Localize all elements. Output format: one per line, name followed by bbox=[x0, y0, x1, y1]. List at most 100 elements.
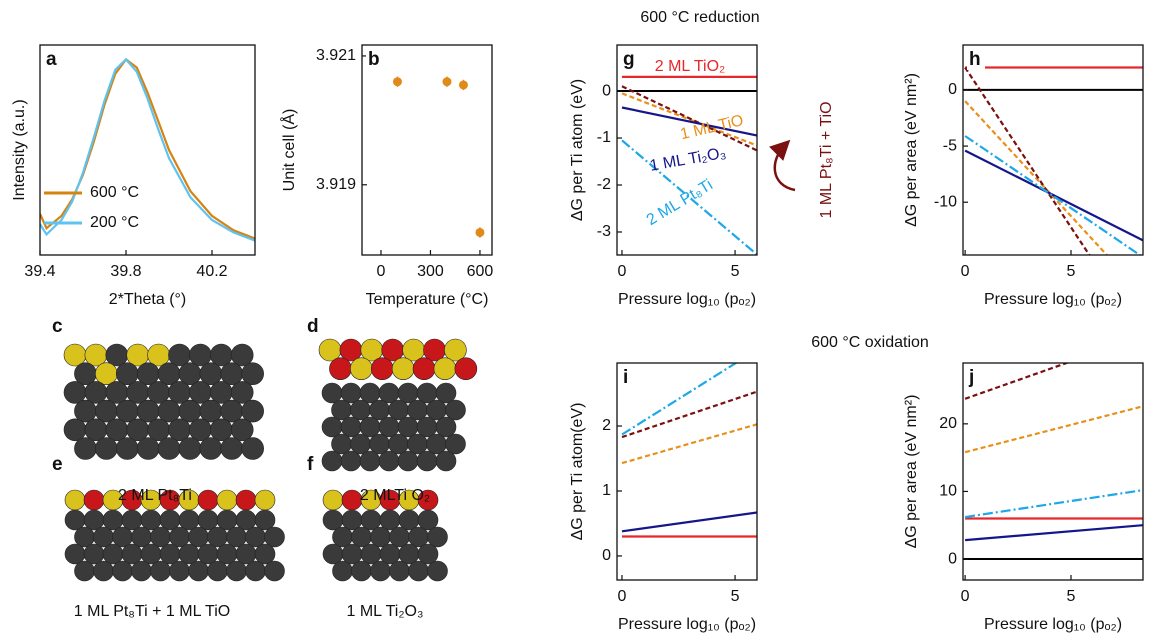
atom bbox=[112, 526, 133, 548]
atom bbox=[189, 343, 212, 367]
atom bbox=[197, 509, 219, 531]
atom bbox=[102, 543, 124, 565]
atom bbox=[322, 509, 344, 531]
x-axis-label: Temperature (°C) bbox=[366, 291, 489, 308]
atom bbox=[407, 433, 428, 455]
atom bbox=[331, 433, 352, 455]
atom bbox=[433, 357, 457, 381]
atom bbox=[169, 526, 190, 548]
atom bbox=[389, 560, 410, 582]
atom bbox=[74, 399, 97, 423]
axes-frame bbox=[962, 44, 1144, 256]
atom bbox=[189, 381, 212, 404]
atom bbox=[136, 399, 160, 423]
annotation-arrow bbox=[769, 139, 796, 192]
atom bbox=[207, 560, 228, 582]
row-title: 600 °C reduction bbox=[640, 9, 759, 26]
atom bbox=[147, 381, 170, 404]
atom bbox=[140, 509, 162, 531]
panel-letter-bg bbox=[967, 366, 985, 388]
atom bbox=[332, 560, 353, 582]
atom bbox=[427, 526, 448, 548]
atom bbox=[388, 433, 409, 455]
series-line bbox=[964, 405, 1143, 454]
atom bbox=[388, 399, 409, 421]
atom bbox=[63, 381, 87, 404]
atom bbox=[150, 526, 171, 548]
axes-frame bbox=[361, 44, 493, 256]
point bbox=[458, 80, 468, 90]
model-caption: 2 ML Pt₈Ti bbox=[118, 487, 192, 504]
y-tick-label: -10 bbox=[934, 193, 957, 210]
y-axis-label: ΔG per Ti atom (eV) bbox=[569, 79, 586, 221]
axes-frame bbox=[39, 44, 256, 256]
atom bbox=[64, 543, 86, 565]
atom bbox=[423, 338, 446, 362]
atom bbox=[178, 437, 202, 460]
panel-letter: f bbox=[307, 454, 314, 475]
series-line bbox=[621, 363, 738, 436]
atom bbox=[370, 526, 391, 548]
atom bbox=[350, 399, 371, 421]
atom bbox=[398, 543, 420, 565]
atom bbox=[340, 450, 362, 472]
atom bbox=[426, 433, 447, 455]
atom bbox=[402, 338, 425, 362]
atom bbox=[159, 509, 181, 531]
atom bbox=[331, 399, 352, 421]
y-tick-label: -3 bbox=[597, 223, 611, 240]
panel-letter: b bbox=[368, 49, 380, 70]
atom bbox=[340, 416, 362, 438]
atom bbox=[136, 437, 160, 460]
plot-area bbox=[617, 75, 757, 255]
atom bbox=[226, 526, 247, 548]
atom bbox=[112, 560, 133, 582]
series-annotation: 2 ML TiO₂ bbox=[655, 58, 726, 75]
panel-letter: d bbox=[307, 316, 319, 337]
atom bbox=[379, 509, 401, 531]
y-tick-label: 0 bbox=[602, 547, 611, 564]
y-tick-label: -2 bbox=[597, 176, 611, 193]
atom bbox=[131, 526, 152, 548]
point bbox=[392, 77, 402, 87]
atom bbox=[216, 543, 238, 565]
atom bbox=[254, 543, 276, 565]
atom bbox=[121, 509, 143, 531]
atom bbox=[207, 526, 228, 548]
axes-frame bbox=[962, 362, 1144, 581]
y-tick-label: 0 bbox=[602, 82, 611, 99]
y-axis-label: Unit cell (Å) bbox=[279, 109, 298, 192]
y-tick-label: 2 bbox=[602, 417, 611, 434]
atom bbox=[199, 362, 223, 386]
atom bbox=[63, 418, 87, 442]
atom bbox=[389, 526, 410, 548]
axes-frame bbox=[616, 362, 758, 581]
atom bbox=[140, 543, 162, 565]
atom bbox=[74, 560, 95, 582]
atom bbox=[199, 437, 223, 460]
x-tick-label: 600 bbox=[467, 263, 494, 280]
panel-letter-bg bbox=[967, 48, 985, 70]
series-line bbox=[964, 149, 1143, 242]
atom bbox=[378, 450, 400, 472]
atom bbox=[210, 418, 233, 442]
atom bbox=[245, 526, 266, 548]
series-line bbox=[621, 423, 757, 465]
series-line bbox=[40, 57, 255, 242]
atom bbox=[444, 338, 467, 362]
y-axis-label: ΔG per area (eV nm²) bbox=[903, 395, 920, 549]
atom bbox=[115, 399, 139, 423]
plot-area bbox=[963, 66, 1143, 255]
atom bbox=[398, 509, 420, 531]
atom bbox=[241, 399, 264, 423]
atom bbox=[226, 560, 247, 582]
atom bbox=[220, 362, 244, 386]
atom bbox=[378, 416, 400, 438]
plot-area bbox=[621, 363, 757, 538]
series-line bbox=[965, 524, 1143, 542]
atom bbox=[321, 416, 343, 438]
atom bbox=[168, 343, 191, 367]
atom bbox=[359, 416, 381, 438]
atom bbox=[84, 418, 108, 442]
